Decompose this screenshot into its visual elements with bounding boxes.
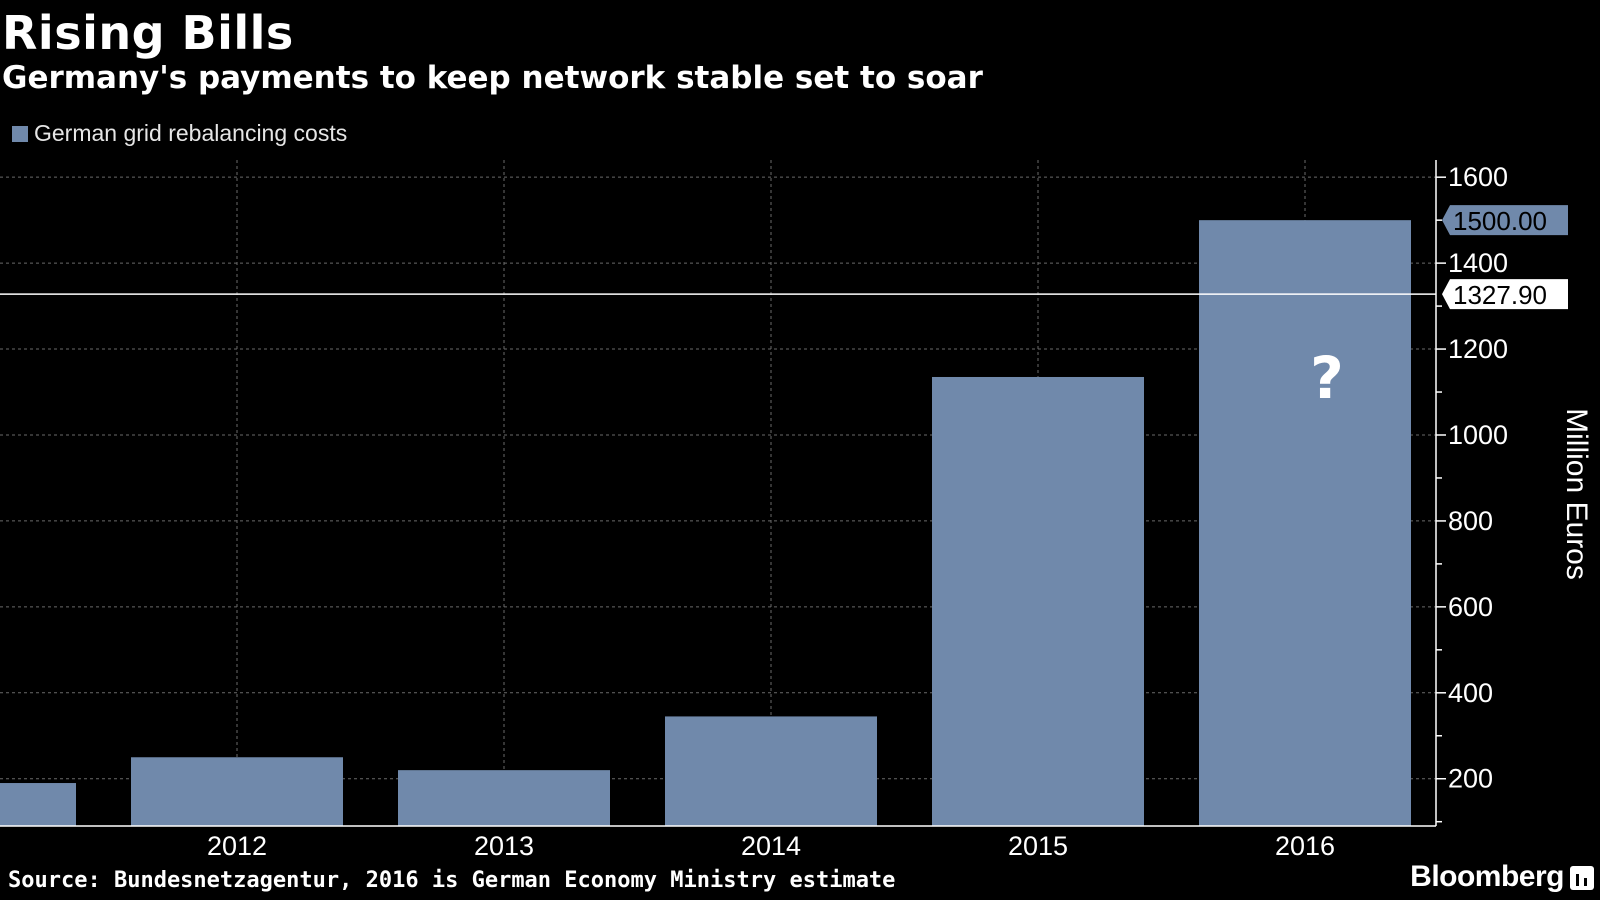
y-tick-label: 800 <box>1448 506 1493 536</box>
legend-swatch <box>12 125 28 142</box>
brand-logo: Bloomberg <box>1410 860 1564 893</box>
bar-2016 <box>1199 220 1411 826</box>
x-tick-label: 2016 <box>1275 831 1335 860</box>
bar-2011 <box>0 783 76 826</box>
x-tick-label: 2013 <box>474 831 534 860</box>
bar-2012 <box>131 757 343 826</box>
x-tick-label: 2014 <box>741 831 801 860</box>
y-tick-label: 600 <box>1448 592 1493 622</box>
y-axis-title: Million Euros <box>1560 408 1593 580</box>
legend: German grid rebalancing costs <box>12 120 347 147</box>
y-tick-label: 200 <box>1448 764 1493 794</box>
x-tick-label: 2012 <box>207 831 267 860</box>
last-value-tag <box>1442 205 1568 236</box>
legend-label: German grid rebalancing costs <box>34 120 348 146</box>
bar-2013 <box>398 770 610 826</box>
reference-value-label: 1327.90 <box>1453 280 1547 310</box>
bloomberg-chart-icon <box>1570 866 1594 890</box>
bar-2014 <box>665 716 877 826</box>
chart-title: Rising Bills <box>2 6 294 60</box>
reference-value-tag <box>1442 279 1568 310</box>
bar-chart: ? 200 400 600 800 1000 1200 1400 1600 2012 2013 201… <box>0 160 1593 860</box>
last-value-label: 1500.00 <box>1453 206 1547 236</box>
x-tick-label: 2015 <box>1008 831 1068 860</box>
chart-subtitle: Germany's payments to keep network stabl… <box>2 60 983 96</box>
y-tick-label: 1600 <box>1448 162 1508 192</box>
bar-2015 <box>932 376 1144 826</box>
y-tick-label: 1400 <box>1448 248 1508 278</box>
y-tick-label: 1000 <box>1448 420 1508 450</box>
source-note: Source: Bundesnetzagentur, 2016 is Germa… <box>8 868 896 893</box>
question-annotation: ? <box>1310 344 1344 412</box>
y-tick-label: 400 <box>1448 678 1493 708</box>
y-tick-label: 1200 <box>1448 334 1508 364</box>
